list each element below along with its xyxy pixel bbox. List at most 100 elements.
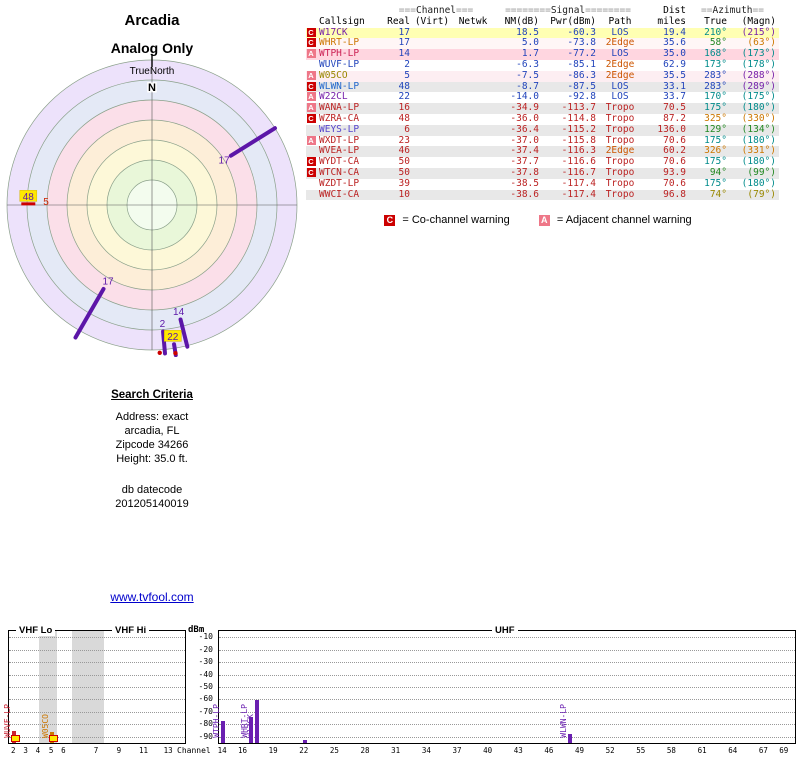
channel-tick-52: 52 [605, 746, 615, 755]
station-row: WZDT-LP 39 -38.5 -117.4 Tropo 70.6 175° (180°) [306, 178, 779, 190]
co-channel-warning-badge: C [306, 167, 316, 177]
channel-tick-55: 55 [636, 746, 646, 755]
tvfool-link[interactable]: www.tvfool.com [110, 590, 194, 604]
warning-cell: A [306, 135, 319, 147]
channel-tick-46: 46 [544, 746, 554, 755]
radar-channel-label-5: 5 [43, 197, 49, 208]
nm-cell: -6.3 [516, 58, 539, 70]
signal-strength-chart: VHF Lo VHF Hi UHF dBm WUVF-LP W05CO -10 -2… [0, 616, 800, 768]
azimuth-magnetic-cell: (289°) [741, 80, 776, 92]
radar-channel-label-14: 14 [173, 307, 185, 318]
callsign-cell: W05CO [319, 69, 348, 81]
virtual-channel-cell [413, 179, 454, 190]
network-cell [454, 136, 495, 147]
gridline [9, 724, 185, 726]
network-cell [454, 114, 495, 125]
radar-channel-label-17: 17 [102, 277, 114, 288]
azimuth-true-cell: 94° [709, 166, 727, 178]
real-channel-cell: 6 [404, 123, 410, 135]
channel-tick-28: 28 [360, 746, 370, 755]
callsign-cell: WANA-LP [319, 102, 360, 114]
path-cell: Tropo [605, 112, 635, 124]
network-cell [454, 82, 495, 93]
distance-cell: 19.4 [663, 26, 686, 38]
callsign-cell: WVEA-LP [319, 145, 360, 157]
network-cell [454, 125, 495, 136]
signal-bar-label-WLWN-LP: WLWN-LP [559, 704, 569, 738]
uhf-plot-area: WTPH-LP WHRT-LP W17CK WLWN-LP [212, 630, 796, 744]
channel-tick-22: 22 [299, 746, 309, 755]
station-row: C W17CK 17 18.5 -60.3 LOS 19.4 210° (215°) [306, 26, 779, 39]
channel-tick-11: 11 [139, 746, 149, 755]
virtual-channel-cell [413, 49, 454, 60]
channel-tick-7: 7 [93, 746, 99, 755]
azimuth-magnetic-cell: (63°) [747, 37, 776, 49]
network-cell [454, 179, 495, 190]
azimuth-true-cell: 173° [704, 58, 727, 70]
channel-tick-25: 25 [329, 746, 339, 755]
virtual-channel-cell [413, 28, 454, 39]
azimuth-magnetic-cell: (180°) [741, 134, 776, 146]
dbm-tick-label: -10 [198, 632, 213, 642]
callsign-cell: WEYS-LP [319, 123, 360, 135]
network-cell [454, 92, 495, 103]
radar-channel-label-48: 48 [23, 192, 35, 203]
azimuth-true-cell: 170° [704, 91, 727, 103]
virtual-channel-cell [413, 190, 454, 201]
gridline [9, 637, 185, 639]
station-row: A W22CL 22 -14.0 -92.8 LOS 33.7 170° (175°) [306, 91, 779, 104]
path-cell: LOS [611, 80, 629, 92]
search-criteria: Search Criteria Address: exact arcadia, … [0, 388, 304, 466]
co-channel-warning-badge: C [306, 157, 316, 167]
co-channel-warning-badge: C [306, 81, 316, 91]
nm-cell: -36.4 [510, 123, 539, 135]
callsign-cell: WYDT-CA [319, 156, 360, 168]
nm-cell: 1.7 [521, 48, 539, 60]
warning-cell: C [306, 81, 319, 93]
channel-tick-14: 14 [217, 746, 227, 755]
station-row: WUVF-LP 2 -6.3 -85.1 2Edge 62.9 173° (178°) [306, 58, 779, 71]
azimuth-magnetic-cell: (331°) [741, 145, 776, 157]
search-criteria-heading: Search Criteria [111, 389, 193, 401]
callsign-cell: WLWN-LP [319, 80, 360, 92]
distance-cell: 33.1 [663, 80, 686, 92]
station-row: C WZRA-CA 48 -36.0 -114.8 Tropo 87.2 325° (330°) [306, 112, 779, 125]
path-cell: Tropo [605, 123, 635, 135]
dbm-tick-label: -70 [198, 706, 213, 716]
channel-tick-2: 2 [11, 746, 16, 755]
dbm-axis-label: dBm [188, 624, 205, 635]
warning-cell: A [306, 92, 319, 103]
warning-cell: A [306, 49, 319, 60]
col-pwr: Pwr(dBm) [550, 15, 596, 27]
channel-tick-31: 31 [391, 746, 401, 755]
warning-cell [306, 146, 319, 157]
gridline [219, 687, 795, 688]
distance-cell: 70.5 [663, 102, 686, 114]
power-cell: -115.2 [561, 123, 596, 135]
channel-tick-67: 67 [758, 746, 768, 755]
power-cell: -60.3 [567, 26, 596, 38]
radar-channel-label-17: 17 [219, 155, 231, 166]
dbm-tick-label: -30 [198, 657, 213, 667]
signal-bar-W17CK [254, 699, 259, 743]
channel-tick-37: 37 [452, 746, 462, 755]
warning-legend: C = Co-channel warning A = Adjacent chan… [304, 214, 798, 227]
nm-cell: -7.5 [516, 69, 539, 81]
real-channel-cell: 10 [398, 188, 410, 200]
gridline [219, 699, 795, 701]
col-netwk: Netwk [458, 15, 488, 27]
dbm-tick-label: -90 [198, 731, 213, 741]
path-cell: Tropo [605, 102, 635, 114]
radar-edge-dot [157, 350, 162, 355]
co-channel-warning-badge: C [306, 38, 316, 48]
virtual-channel-cell [413, 71, 454, 82]
radar-spoke-14 [178, 317, 190, 349]
radar-spoke-17 [228, 126, 277, 158]
path-cell: Tropo [605, 156, 635, 168]
channel-tick-19: 19 [268, 746, 278, 755]
power-cell: -73.8 [567, 37, 596, 49]
virtual-channel-cell [413, 125, 454, 136]
col-callsign: Callsign [319, 15, 365, 27]
azimuth-magnetic-cell: (178°) [741, 58, 776, 70]
nm-cell: 5.0 [521, 37, 539, 49]
